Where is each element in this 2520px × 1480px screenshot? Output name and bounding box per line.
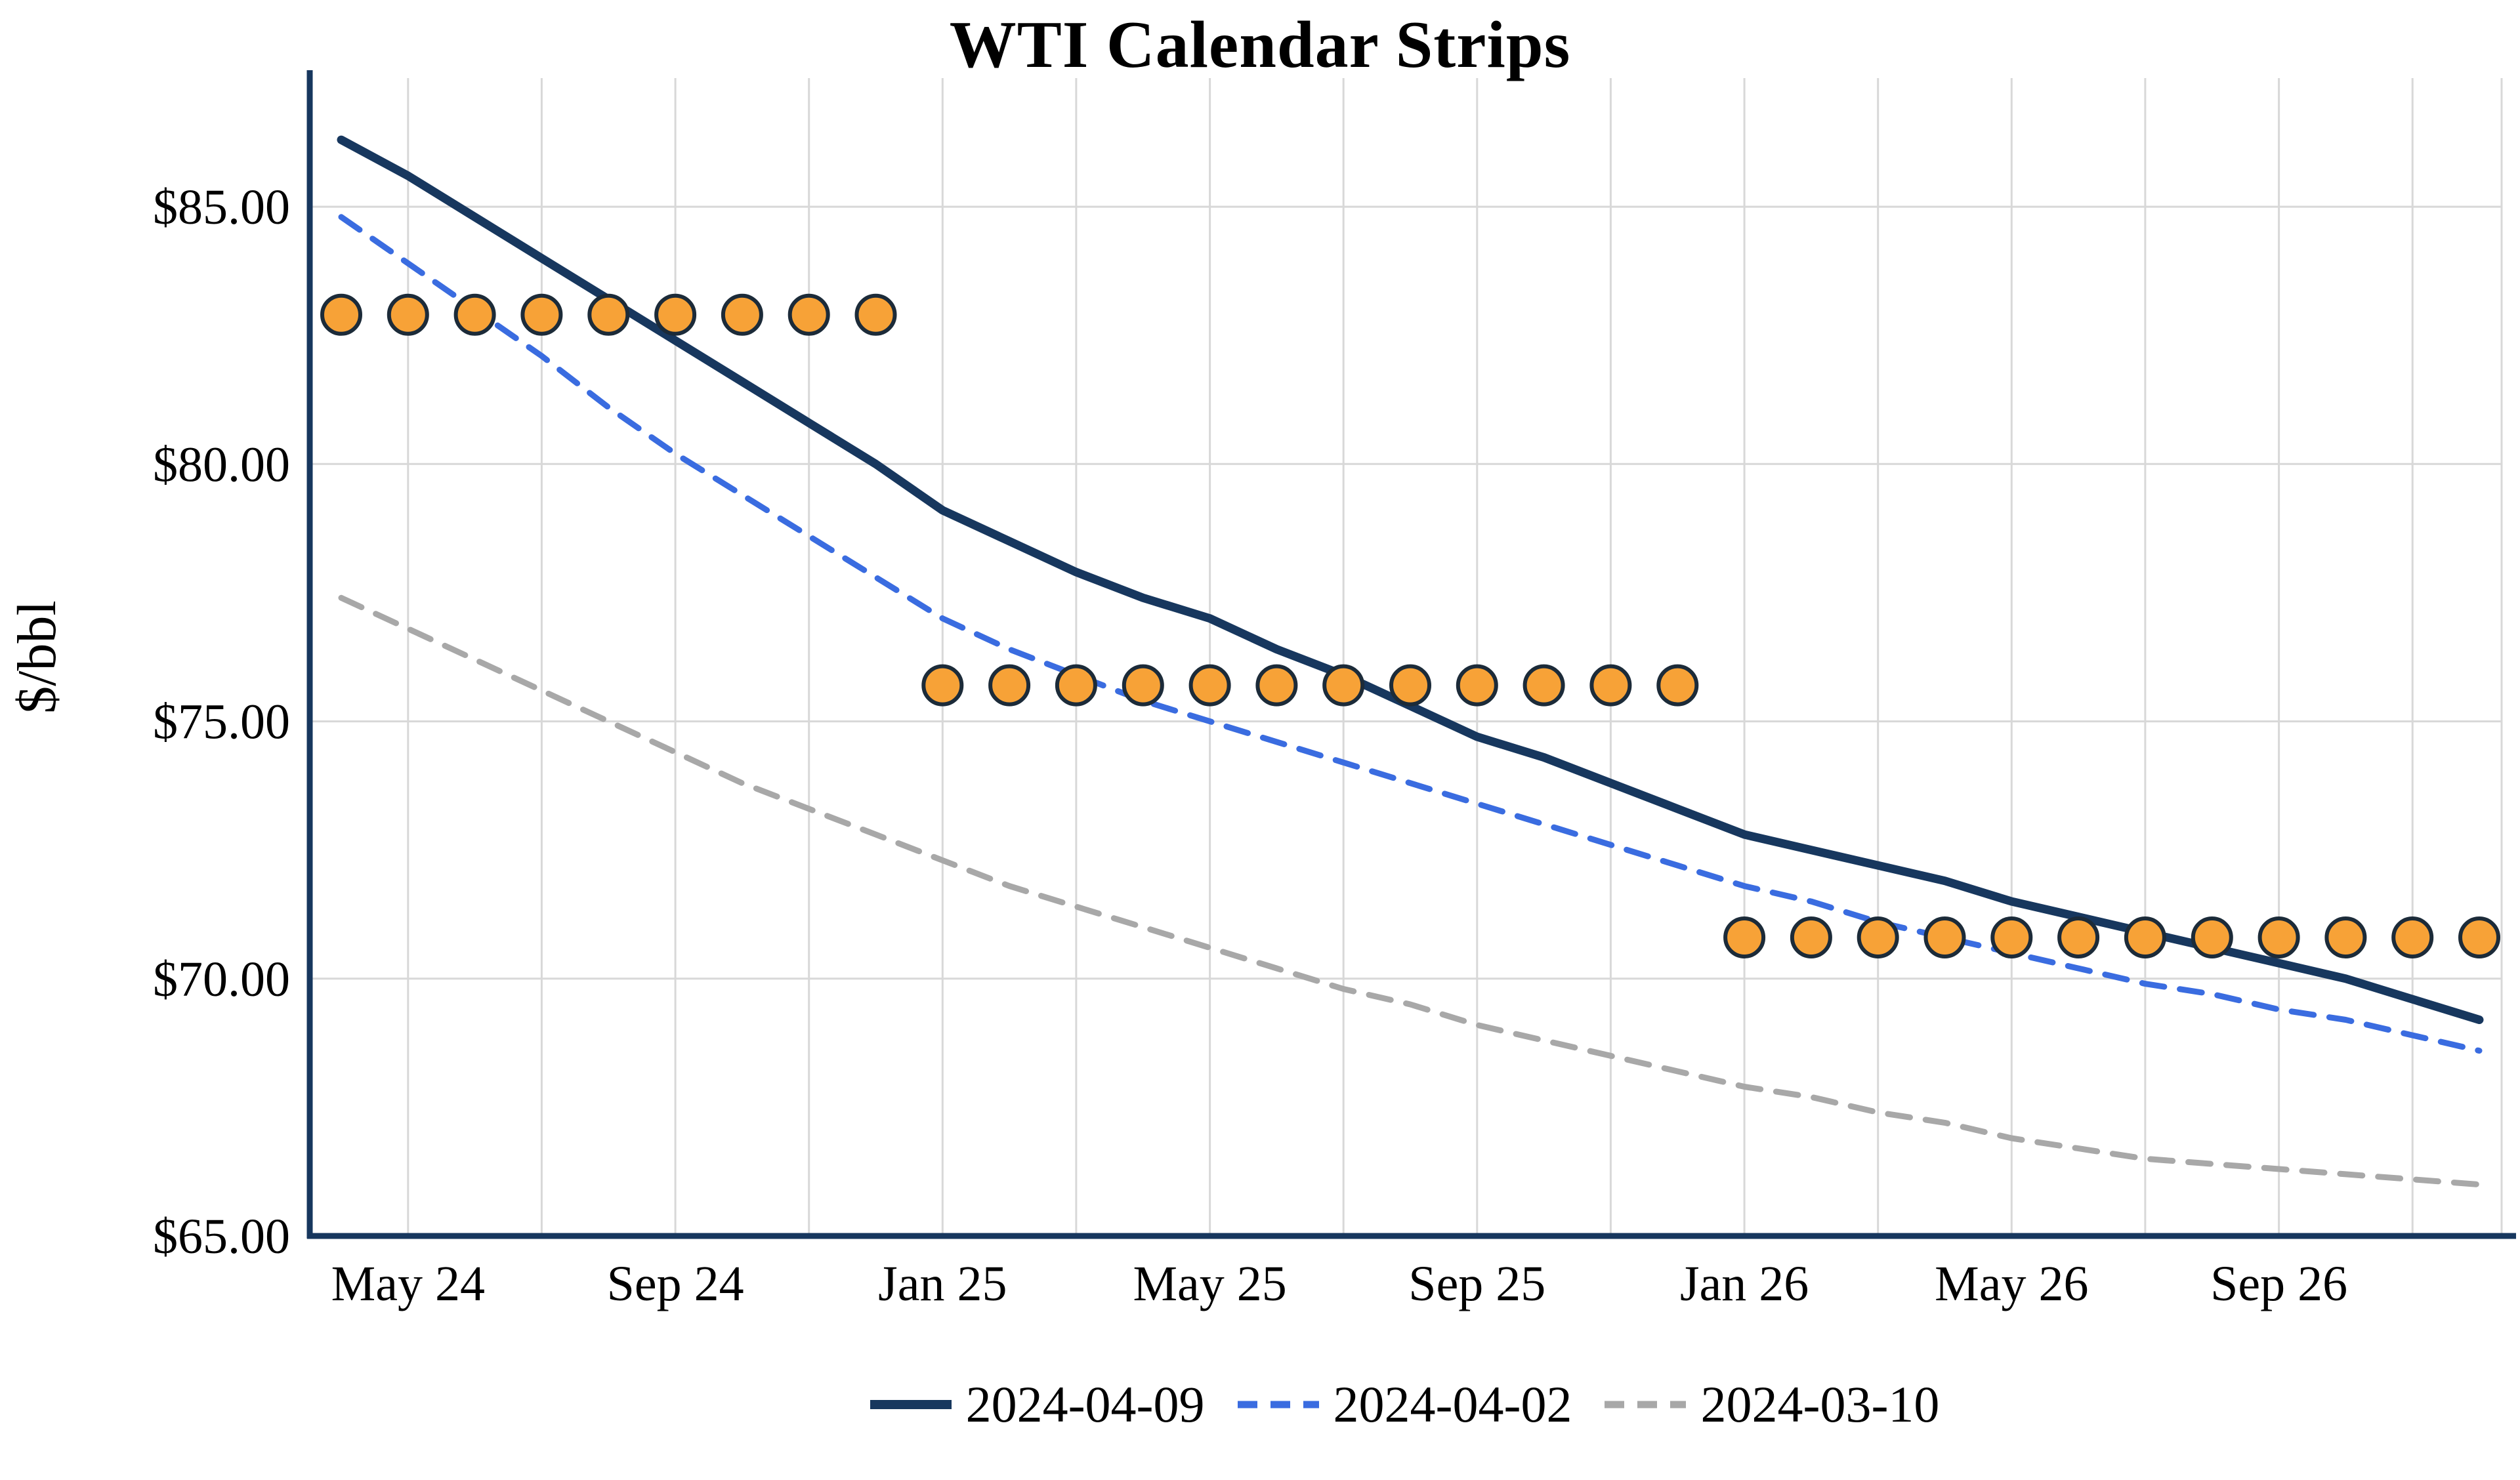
- strip-marker-cal-2026-strip: [1990, 916, 2033, 958]
- strip-marker-cal-2026-strip: [1723, 916, 1766, 958]
- strip-marker-cal-2024-strip: [320, 293, 362, 336]
- strip-marker-cal-2025-strip: [1255, 664, 1298, 707]
- strip-marker-cal-2025-strip: [1389, 664, 1431, 707]
- x-tick-label: Sep 24: [607, 1256, 744, 1311]
- legend-label: 2024-03-10: [1700, 1376, 1940, 1433]
- legend-label: 2024-04-02: [1333, 1376, 1572, 1433]
- series-line-2024-04-02: [338, 214, 2483, 1054]
- strip-marker-cal-2024-strip: [654, 293, 697, 336]
- strip-marker-cal-2024-strip: [854, 293, 897, 336]
- y-tick-label: $70.00: [153, 952, 290, 1007]
- strip-marker-cal-2026-strip: [2391, 916, 2434, 958]
- x-tick-label: Jan 26: [1680, 1256, 1809, 1311]
- strip-marker-cal-2026-strip: [2057, 916, 2100, 958]
- legend-item-2024-04-02: 2024-04-02: [1235, 1375, 1572, 1434]
- chart-title: WTI Calendar Strips: [949, 8, 1571, 82]
- strip-marker-cal-2026-strip: [2458, 916, 2500, 958]
- strip-marker-cal-2025-strip: [1522, 664, 1565, 707]
- strip-marker-cal-2025-strip: [1055, 664, 1097, 707]
- strip-marker-cal-2024-strip: [587, 293, 630, 336]
- y-tick-label: $85.00: [153, 180, 290, 235]
- dashed-line-swatch-icon: [1237, 1401, 1319, 1408]
- y-tick-label: $75.00: [153, 695, 290, 750]
- strip-marker-cal-2026-strip: [2124, 916, 2166, 958]
- y-tick-label: $80.00: [153, 437, 290, 492]
- strip-marker-cal-2026-strip: [1857, 916, 1899, 958]
- strip-marker-cal-2025-strip: [1322, 664, 1365, 707]
- x-tick-label: Sep 25: [1408, 1256, 1545, 1311]
- dashed-line-swatch-icon: [1605, 1401, 1687, 1408]
- x-tick-label: Sep 26: [2210, 1256, 2347, 1311]
- strip-marker-cal-2025-strip: [1188, 664, 1231, 707]
- strip-marker-cal-2024-strip: [387, 293, 429, 336]
- strip-marker-cal-2025-strip: [1456, 664, 1498, 707]
- legend: 2024-04-09 2024-04-02 2024-03-10: [310, 1375, 2497, 1434]
- strip-marker-cal-2025-strip: [1589, 664, 1632, 707]
- strip-marker-cal-2026-strip: [1790, 916, 1832, 958]
- strip-marker-cal-2026-strip: [2258, 916, 2300, 958]
- legend-label: 2024-04-09: [965, 1376, 1205, 1433]
- solid-line-swatch-icon: [870, 1400, 952, 1409]
- legend-item-2024-04-09: 2024-04-09: [868, 1375, 1205, 1434]
- strip-marker-cal-2025-strip: [921, 664, 964, 707]
- strip-marker-cal-2025-strip: [988, 664, 1031, 707]
- strip-marker-cal-2024-strip: [788, 293, 830, 336]
- y-axis-label: $/bbl: [7, 600, 68, 714]
- strip-marker-cal-2025-strip: [1656, 664, 1699, 707]
- strip-marker-cal-2024-strip: [721, 293, 763, 336]
- strip-marker-cal-2026-strip: [1923, 916, 1966, 958]
- x-tick-label: Jan 25: [878, 1256, 1007, 1311]
- strip-marker-cal-2024-strip: [520, 293, 563, 336]
- series-line-2024-03-10: [338, 594, 2483, 1188]
- strip-marker-cal-2024-strip: [453, 293, 496, 336]
- strip-marker-cal-2025-strip: [1122, 664, 1164, 707]
- strip-marker-cal-2026-strip: [2191, 916, 2233, 958]
- x-tick-label: May 24: [331, 1256, 485, 1311]
- strip-marker-cal-2026-strip: [2324, 916, 2367, 958]
- x-tick-label: May 26: [1935, 1256, 2088, 1311]
- series-line-2024-04-09: [337, 135, 2484, 1024]
- x-tick-label: May 25: [1133, 1256, 1286, 1311]
- y-tick-label: $65.00: [153, 1209, 290, 1264]
- legend-item-2024-03-10: 2024-03-10: [1602, 1375, 1939, 1434]
